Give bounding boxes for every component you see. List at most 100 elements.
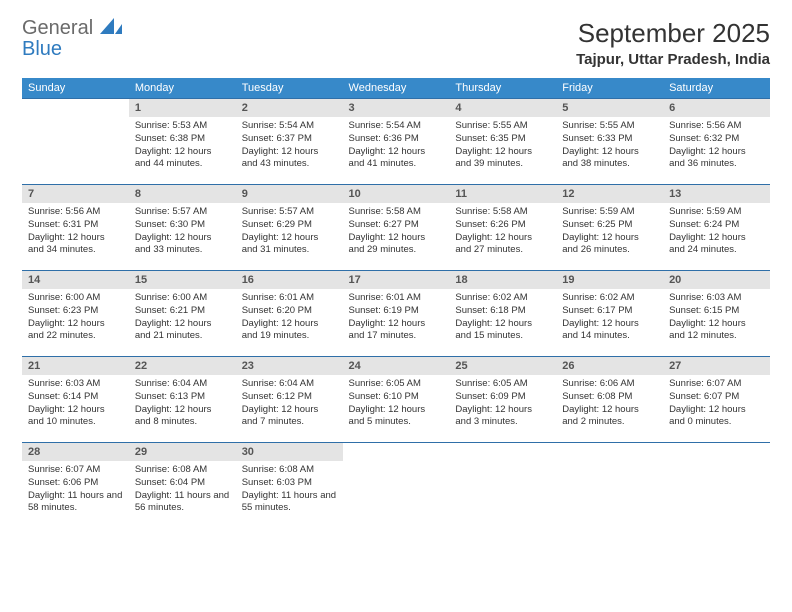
calendar-body: ..1Sunrise: 5:53 AMSunset: 6:38 PMDaylig…: [22, 99, 770, 529]
day-number: 23: [236, 357, 343, 375]
day-number: 13: [663, 185, 770, 203]
day-number: 18: [449, 271, 556, 289]
day-details: Sunrise: 6:05 AMSunset: 6:09 PMDaylight:…: [449, 375, 556, 432]
calendar-day-cell: 5Sunrise: 5:55 AMSunset: 6:33 PMDaylight…: [556, 99, 663, 185]
day-details: Sunrise: 5:58 AMSunset: 6:27 PMDaylight:…: [343, 203, 450, 260]
calendar-day-cell: ..: [449, 443, 556, 529]
calendar-day-cell: 13Sunrise: 5:59 AMSunset: 6:24 PMDayligh…: [663, 185, 770, 271]
calendar-day-cell: 17Sunrise: 6:01 AMSunset: 6:19 PMDayligh…: [343, 271, 450, 357]
day-details: Sunrise: 5:55 AMSunset: 6:35 PMDaylight:…: [449, 117, 556, 174]
day-number: 10: [343, 185, 450, 203]
day-number: 7: [22, 185, 129, 203]
day-details: Sunrise: 5:59 AMSunset: 6:24 PMDaylight:…: [663, 203, 770, 260]
day-details: Sunrise: 6:06 AMSunset: 6:08 PMDaylight:…: [556, 375, 663, 432]
calendar-day-cell: 12Sunrise: 5:59 AMSunset: 6:25 PMDayligh…: [556, 185, 663, 271]
calendar-day-cell: 16Sunrise: 6:01 AMSunset: 6:20 PMDayligh…: [236, 271, 343, 357]
weekday-header: Friday: [556, 78, 663, 99]
day-details: Sunrise: 6:00 AMSunset: 6:23 PMDaylight:…: [22, 289, 129, 346]
calendar-day-cell: 7Sunrise: 5:56 AMSunset: 6:31 PMDaylight…: [22, 185, 129, 271]
day-number: 6: [663, 99, 770, 117]
day-details: Sunrise: 6:07 AMSunset: 6:07 PMDaylight:…: [663, 375, 770, 432]
day-details: Sunrise: 5:58 AMSunset: 6:26 PMDaylight:…: [449, 203, 556, 260]
day-number: 29: [129, 443, 236, 461]
day-details: Sunrise: 5:56 AMSunset: 6:32 PMDaylight:…: [663, 117, 770, 174]
calendar-week-row: 21Sunrise: 6:03 AMSunset: 6:14 PMDayligh…: [22, 357, 770, 443]
day-number: 8: [129, 185, 236, 203]
day-number: 14: [22, 271, 129, 289]
logo: General Blue: [22, 18, 122, 59]
calendar-week-row: 7Sunrise: 5:56 AMSunset: 6:31 PMDaylight…: [22, 185, 770, 271]
day-number: 22: [129, 357, 236, 375]
day-number: 4: [449, 99, 556, 117]
calendar-week-row: ..1Sunrise: 5:53 AMSunset: 6:38 PMDaylig…: [22, 99, 770, 185]
day-details: Sunrise: 5:57 AMSunset: 6:29 PMDaylight:…: [236, 203, 343, 260]
day-number: 9: [236, 185, 343, 203]
calendar-day-cell: 10Sunrise: 5:58 AMSunset: 6:27 PMDayligh…: [343, 185, 450, 271]
day-details: Sunrise: 6:00 AMSunset: 6:21 PMDaylight:…: [129, 289, 236, 346]
day-details: Sunrise: 6:03 AMSunset: 6:14 PMDaylight:…: [22, 375, 129, 432]
calendar-day-cell: 25Sunrise: 6:05 AMSunset: 6:09 PMDayligh…: [449, 357, 556, 443]
calendar-day-cell: 26Sunrise: 6:06 AMSunset: 6:08 PMDayligh…: [556, 357, 663, 443]
day-number: 19: [556, 271, 663, 289]
calendar-day-cell: 6Sunrise: 5:56 AMSunset: 6:32 PMDaylight…: [663, 99, 770, 185]
calendar-day-cell: 23Sunrise: 6:04 AMSunset: 6:12 PMDayligh…: [236, 357, 343, 443]
calendar-day-cell: 21Sunrise: 6:03 AMSunset: 6:14 PMDayligh…: [22, 357, 129, 443]
day-number: 26: [556, 357, 663, 375]
calendar-day-cell: ..: [343, 443, 450, 529]
calendar-day-cell: 27Sunrise: 6:07 AMSunset: 6:07 PMDayligh…: [663, 357, 770, 443]
calendar-day-cell: 1Sunrise: 5:53 AMSunset: 6:38 PMDaylight…: [129, 99, 236, 185]
day-details: Sunrise: 6:02 AMSunset: 6:17 PMDaylight:…: [556, 289, 663, 346]
day-number: 1: [129, 99, 236, 117]
calendar-day-cell: 15Sunrise: 6:00 AMSunset: 6:21 PMDayligh…: [129, 271, 236, 357]
calendar-day-cell: ..: [22, 99, 129, 185]
day-number: 3: [343, 99, 450, 117]
calendar-day-cell: 18Sunrise: 6:02 AMSunset: 6:18 PMDayligh…: [449, 271, 556, 357]
day-details: Sunrise: 6:01 AMSunset: 6:20 PMDaylight:…: [236, 289, 343, 346]
calendar-header-row: SundayMondayTuesdayWednesdayThursdayFrid…: [22, 78, 770, 99]
day-number: 11: [449, 185, 556, 203]
day-details: Sunrise: 6:08 AMSunset: 6:04 PMDaylight:…: [129, 461, 236, 518]
day-details: Sunrise: 6:04 AMSunset: 6:13 PMDaylight:…: [129, 375, 236, 432]
calendar-day-cell: ..: [663, 443, 770, 529]
day-details: Sunrise: 5:57 AMSunset: 6:30 PMDaylight:…: [129, 203, 236, 260]
calendar-day-cell: 19Sunrise: 6:02 AMSunset: 6:17 PMDayligh…: [556, 271, 663, 357]
header: General Blue September 2025 Tajpur, Utta…: [22, 18, 770, 68]
day-details: Sunrise: 6:04 AMSunset: 6:12 PMDaylight:…: [236, 375, 343, 432]
calendar-day-cell: 3Sunrise: 5:54 AMSunset: 6:36 PMDaylight…: [343, 99, 450, 185]
day-number: 27: [663, 357, 770, 375]
weekday-header: Tuesday: [236, 78, 343, 99]
calendar-day-cell: 14Sunrise: 6:00 AMSunset: 6:23 PMDayligh…: [22, 271, 129, 357]
day-number: 20: [663, 271, 770, 289]
weekday-header: Sunday: [22, 78, 129, 99]
calendar-day-cell: 22Sunrise: 6:04 AMSunset: 6:13 PMDayligh…: [129, 357, 236, 443]
weekday-header: Wednesday: [343, 78, 450, 99]
logo-text-general: General: [22, 17, 93, 39]
weekday-header: Thursday: [449, 78, 556, 99]
day-number: 21: [22, 357, 129, 375]
day-number: 30: [236, 443, 343, 461]
day-details: Sunrise: 6:08 AMSunset: 6:03 PMDaylight:…: [236, 461, 343, 518]
day-details: Sunrise: 5:56 AMSunset: 6:31 PMDaylight:…: [22, 203, 129, 260]
logo-sail-icon: [100, 18, 122, 39]
calendar-day-cell: 30Sunrise: 6:08 AMSunset: 6:03 PMDayligh…: [236, 443, 343, 529]
calendar-day-cell: 8Sunrise: 5:57 AMSunset: 6:30 PMDaylight…: [129, 185, 236, 271]
calendar-day-cell: 2Sunrise: 5:54 AMSunset: 6:37 PMDaylight…: [236, 99, 343, 185]
weekday-header: Saturday: [663, 78, 770, 99]
calendar-day-cell: 28Sunrise: 6:07 AMSunset: 6:06 PMDayligh…: [22, 443, 129, 529]
day-details: Sunrise: 5:53 AMSunset: 6:38 PMDaylight:…: [129, 117, 236, 174]
day-details: Sunrise: 5:59 AMSunset: 6:25 PMDaylight:…: [556, 203, 663, 260]
day-details: Sunrise: 6:01 AMSunset: 6:19 PMDaylight:…: [343, 289, 450, 346]
calendar-day-cell: 4Sunrise: 5:55 AMSunset: 6:35 PMDaylight…: [449, 99, 556, 185]
calendar-day-cell: 9Sunrise: 5:57 AMSunset: 6:29 PMDaylight…: [236, 185, 343, 271]
location: Tajpur, Uttar Pradesh, India: [576, 51, 770, 68]
calendar-day-cell: 29Sunrise: 6:08 AMSunset: 6:04 PMDayligh…: [129, 443, 236, 529]
day-number: 24: [343, 357, 450, 375]
calendar-week-row: 28Sunrise: 6:07 AMSunset: 6:06 PMDayligh…: [22, 443, 770, 529]
day-number: 5: [556, 99, 663, 117]
calendar-week-row: 14Sunrise: 6:00 AMSunset: 6:23 PMDayligh…: [22, 271, 770, 357]
calendar-day-cell: 20Sunrise: 6:03 AMSunset: 6:15 PMDayligh…: [663, 271, 770, 357]
weekday-header: Monday: [129, 78, 236, 99]
day-details: Sunrise: 6:05 AMSunset: 6:10 PMDaylight:…: [343, 375, 450, 432]
month-title: September 2025: [576, 18, 770, 49]
calendar-day-cell: ..: [556, 443, 663, 529]
